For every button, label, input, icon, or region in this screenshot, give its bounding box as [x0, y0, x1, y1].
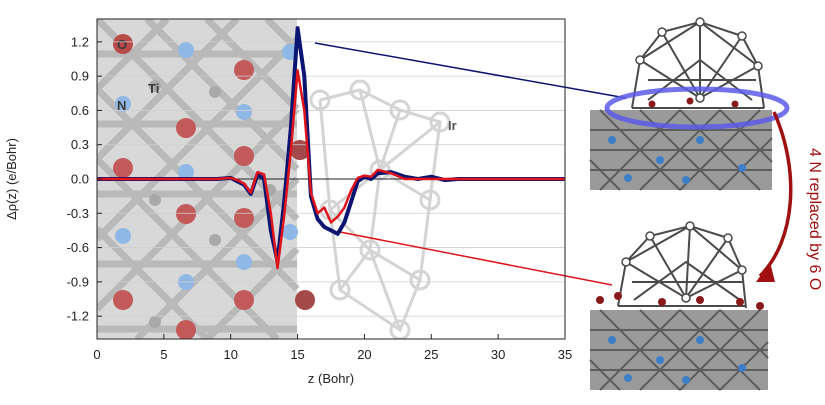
x-tick-label: 5 [160, 347, 167, 362]
x-tick-label: 0 [93, 347, 100, 362]
inset-top-structure [589, 17, 790, 191]
y-axis-label: Δρ(z) (e/Bohr) [4, 138, 19, 220]
iridium-cluster [309, 79, 451, 339]
x-tick-label: 35 [558, 347, 572, 362]
inset-bottom-structure [589, 221, 769, 391]
x-tick-label: 10 [223, 347, 237, 362]
y-tick-label: -0.6 [67, 240, 89, 255]
element-labels: O Ti N Ir [117, 37, 457, 133]
blue-connector-line [314, 42, 627, 99]
annotation-text: 4 N replaced by 6 O [806, 148, 823, 290]
y-tick-label: 1.2 [71, 34, 89, 49]
red-connector-line [339, 231, 613, 286]
y-tick-label: 0.6 [71, 103, 89, 118]
x-tick-label: 25 [424, 347, 438, 362]
x-tick-label: 30 [491, 347, 505, 362]
y-tick-label: -1.2 [67, 309, 89, 324]
transition-arrow [758, 111, 793, 278]
x-axis-ticks: 0 5 10 15 20 25 30 35 [93, 334, 572, 362]
structure-backdrop: O Ti N Ir [97, 19, 457, 339]
element-label-ti: Ti [148, 81, 159, 96]
element-label-n: N [117, 98, 126, 113]
element-label-o: O [117, 37, 127, 52]
element-label-ir: Ir [448, 118, 457, 133]
y-tick-label: -0.3 [67, 206, 89, 221]
series-line-red [97, 69, 565, 270]
y-tick-label: 0.9 [71, 69, 89, 84]
transition-arrowhead [756, 262, 775, 282]
x-tick-label: 15 [290, 347, 304, 362]
y-axis-ticks: 1.2 0.9 0.6 0.3 0.0 -0.3 -0.6 -0.9 -1.2 [67, 34, 102, 324]
interface-highlight-ring [604, 86, 790, 130]
oxygen-atoms [113, 34, 315, 339]
x-axis-label: z (Bohr) [308, 371, 354, 386]
gridlines [97, 41, 565, 317]
x-tick-label: 20 [357, 347, 371, 362]
y-tick-label: -0.9 [67, 274, 89, 289]
y-tick-label: 0.3 [71, 137, 89, 152]
plot-series [97, 26, 565, 270]
y-tick-label: 0.0 [71, 172, 89, 187]
